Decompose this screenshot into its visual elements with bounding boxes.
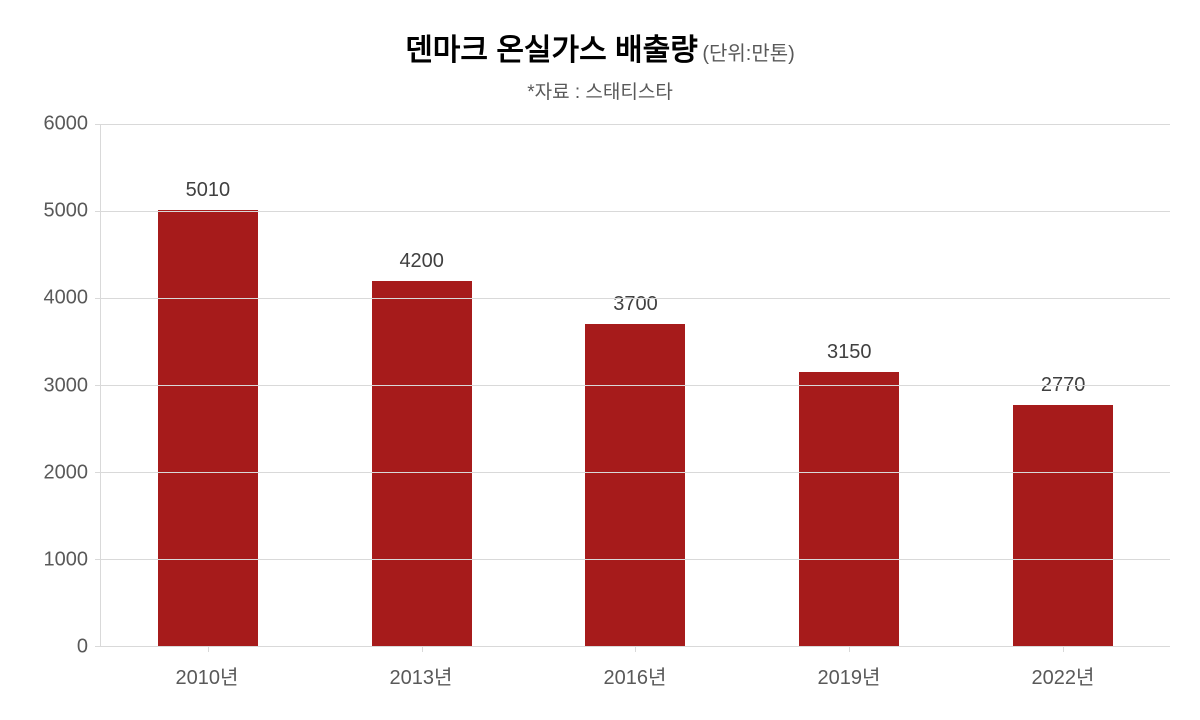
y-tick-label: 4000 [44, 287, 89, 310]
x-tick-mark [1063, 646, 1064, 652]
x-category-label: 2019년 [742, 661, 956, 690]
plot-area: 0100020003000400050006000 50104200370031… [30, 124, 1170, 647]
y-tick-mark [95, 646, 101, 647]
y-tick-label: 5000 [44, 200, 89, 223]
y-tick-label: 1000 [44, 548, 89, 571]
bar-value-label: 5010 [186, 179, 231, 202]
bar-value-label: 4200 [399, 250, 444, 273]
chart-title-area: 덴마크 온실가스 배출량 (단위:만톤) [30, 25, 1170, 69]
y-tick-label: 0 [77, 636, 88, 659]
chart-unit: (단위:만톤) [702, 43, 794, 65]
y-tick-label: 3000 [44, 374, 89, 397]
x-category-label: 2016년 [528, 661, 742, 690]
x-category-label: 2022년 [956, 661, 1170, 690]
gridline [101, 298, 1170, 299]
gridline [101, 124, 1170, 125]
gridline [101, 559, 1170, 560]
x-tick-mark [208, 646, 209, 652]
x-labels: 2010년2013년2016년2019년2022년 [100, 647, 1170, 690]
bar [372, 281, 472, 646]
bar [585, 324, 685, 646]
gridline [101, 385, 1170, 386]
chart-title: 덴마크 온실가스 배출량 [405, 34, 698, 67]
chart-body: 50104200370031502770 [100, 124, 1170, 647]
y-tick-mark [95, 559, 101, 560]
x-category-label: 2010년 [100, 661, 314, 690]
bar [158, 210, 258, 646]
y-tick-mark [95, 124, 101, 125]
y-tick-mark [95, 472, 101, 473]
y-tick-mark [95, 385, 101, 386]
gridline [101, 472, 1170, 473]
chart-container: 덴마크 온실가스 배출량 (단위:만톤) *자료 : 스태티스타 0 1000 20… [0, 0, 1200, 720]
x-category-label: 2013년 [314, 661, 528, 690]
y-tick-label: 2000 [44, 461, 89, 484]
bar [1013, 405, 1113, 646]
x-tick-mark [849, 646, 850, 652]
x-tick-mark [422, 646, 423, 652]
x-axis: 2010년2013년2016년2019년2022년 [100, 647, 1170, 690]
chart-subtitle: *자료 : 스태티스타 [30, 77, 1170, 104]
y-tick-mark [95, 298, 101, 299]
y-tick-mark [95, 211, 101, 212]
bar-value-label: 3150 [827, 341, 872, 364]
y-axis: 0100020003000400050006000 [30, 124, 100, 647]
bar [799, 372, 899, 646]
bar-value-label: 3700 [613, 293, 658, 316]
y-tick-label: 6000 [44, 113, 89, 136]
gridline [101, 211, 1170, 212]
x-tick-mark [635, 646, 636, 652]
